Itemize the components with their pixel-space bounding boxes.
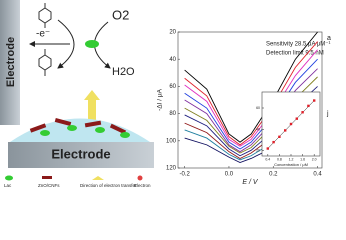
electrode-bar — [0, 0, 20, 125]
legend-swatch — [137, 175, 143, 181]
y-tick-label: 40 — [169, 57, 176, 63]
y-tick-label: 120 — [166, 166, 177, 172]
electron-label: -e⁻ — [36, 29, 50, 40]
x-axis-label: Concentration / μM — [274, 162, 308, 167]
x-axis-label: E / V — [242, 179, 259, 186]
x-tick-label: 0.4 — [265, 157, 270, 161]
point — [272, 140, 275, 144]
legend-swatch — [42, 176, 52, 179]
y-tick-label: 20 — [169, 30, 176, 36]
y-tick-label: 20 — [256, 149, 260, 153]
electrode-slab — [8, 142, 154, 168]
x-tick-label: 0.8 — [277, 157, 282, 161]
yellow-arrow — [84, 90, 100, 120]
y-tick-label: 40 — [256, 127, 260, 131]
curve — [184, 49, 318, 147]
hydroquinone — [38, 3, 52, 28]
lac-enzyme — [85, 40, 99, 48]
legend-swatch — [5, 175, 13, 181]
y-tick-label: 100 — [166, 138, 177, 144]
legend-label: Direction of electron transfer — [80, 183, 137, 188]
x-tick-label: 1.6 — [300, 157, 305, 161]
series-label: j — [326, 110, 329, 117]
arrow — [57, 19, 75, 69]
point — [266, 147, 269, 150]
y-tick-label: 60 — [169, 84, 176, 90]
point — [295, 117, 298, 120]
x-tick-label: -0.2 — [179, 172, 190, 178]
x-tick-label: 1.2 — [289, 157, 294, 161]
point — [289, 122, 293, 126]
curve — [184, 31, 318, 143]
annotation: Sensitivity 28.5 μA μM⁻¹ — [266, 42, 330, 48]
legend-swatch — [92, 176, 104, 180]
figure: Electrode -e⁻ O2 H2O Electrode Lac ZnO/C… — [0, 0, 331, 188]
electrode-label: Electrode — [5, 37, 17, 87]
electrode-label: Electrode — [51, 146, 110, 161]
x-tick-label: 0.2 — [269, 172, 278, 178]
x-tick-label: 0.0 — [225, 172, 234, 178]
plot-frame — [177, 31, 323, 169]
quinone — [38, 49, 52, 76]
legend-label: Lac — [4, 183, 12, 188]
curve — [184, 41, 318, 146]
x-tick-label: 0.4 — [313, 172, 322, 178]
y-tick-label: 80 — [169, 111, 176, 117]
curve — [184, 58, 318, 150]
annotation: Detection limit 9.5 nM — [266, 51, 324, 57]
oxygen-label: O2 — [112, 7, 129, 22]
point — [313, 99, 316, 102]
series-label: a — [327, 35, 331, 42]
y-tick-label: 60 — [256, 106, 260, 110]
point — [278, 135, 281, 138]
point — [284, 129, 287, 132]
point — [301, 111, 304, 114]
point — [307, 104, 310, 108]
nanofibers — [29, 117, 130, 138]
water-label: H2O — [112, 66, 135, 78]
legend-label: Electron — [134, 183, 151, 188]
y-axis-label: -ΔI / μA — [157, 88, 164, 110]
legend-label: ZnO/CNFs — [38, 183, 60, 188]
x-tick-label: 2.0 — [312, 157, 317, 161]
